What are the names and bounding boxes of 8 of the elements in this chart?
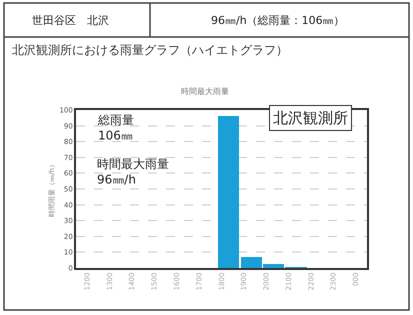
- chart-title: 北沢観測所における雨量グラフ（ハイエトグラフ）: [12, 43, 288, 57]
- text: 96㎜/h（総雨量：106㎜）: [211, 14, 345, 27]
- annotation: 総雨量 106㎜: [97, 113, 134, 143]
- annotation: 北沢観測所: [273, 109, 348, 127]
- bar: [218, 116, 239, 268]
- text: 世田谷区 北沢: [32, 14, 109, 27]
- chart-subtitle: 時間最大雨量: [181, 87, 229, 96]
- annotation: 時間最大雨量 96㎜/h: [97, 157, 169, 187]
